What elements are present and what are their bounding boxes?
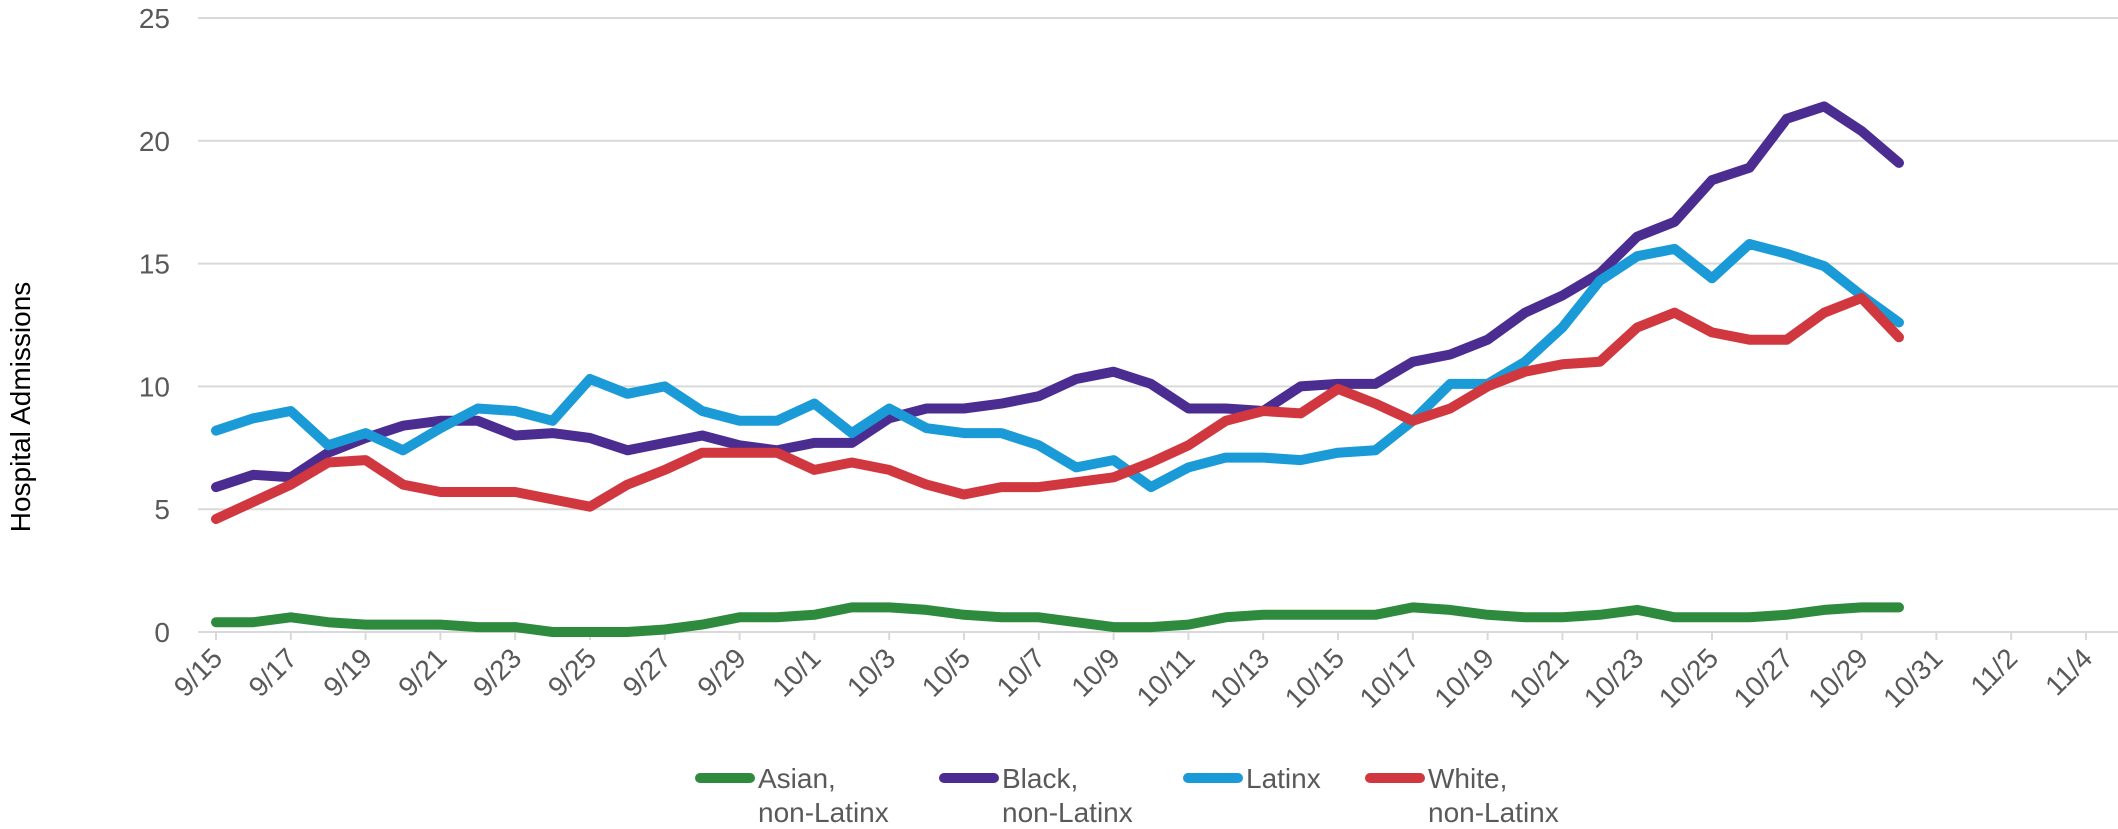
- x-tick-label: 10/7: [991, 642, 1051, 702]
- legend-label-black-non-latinx-line2: non-Latinx: [1002, 797, 1133, 828]
- x-tick-label: 9/25: [542, 642, 602, 702]
- y-axis-label: Hospital Admissions: [5, 282, 36, 533]
- x-tick-label: 9/23: [467, 642, 527, 702]
- y-axis-tick-labels: 0 5 10 15 20 25: [139, 3, 170, 648]
- x-tick-label: 10/23: [1578, 642, 1649, 713]
- x-tick-label: 11/2: [1964, 642, 2023, 701]
- legend-label-black-non-latinx: Black,: [1002, 763, 1078, 794]
- x-tick-label: 9/27: [617, 642, 677, 702]
- x-tick-label: 10/17: [1354, 642, 1425, 713]
- x-tick-label: 9/21: [392, 642, 452, 702]
- series-line-asian-non-latinx: [211, 602, 1904, 637]
- x-tick-label: 10/27: [1728, 642, 1799, 713]
- legend-label-asian-non-latinx-line2: non-Latinx: [758, 797, 889, 828]
- x-tick-label: 10/19: [1428, 642, 1499, 713]
- series-line-latinx: [211, 239, 1904, 493]
- x-tick-label: 10/13: [1204, 642, 1275, 713]
- x-axis-tick-labels: 9/15 9/17 9/19 9/21 9/23 9/25 9/27 9/29 10/1 10/3…: [168, 632, 2098, 714]
- x-tick-label: 10/9: [1065, 642, 1125, 702]
- series-line-black-non-latinx: [211, 101, 1904, 493]
- x-tick-label: 10/25: [1653, 642, 1724, 713]
- y-tick-label: 15: [139, 249, 170, 280]
- y-tick-label: 10: [139, 371, 170, 402]
- series-lines: [211, 101, 1904, 637]
- y-tick-label: 25: [139, 3, 170, 34]
- series-line-white-non-latinx: [211, 293, 1904, 524]
- x-tick-label: 9/15: [168, 642, 228, 702]
- x-tick-label: 10/31: [1877, 642, 1948, 713]
- y-tick-label: 20: [139, 126, 170, 157]
- x-tick-label: 10/21: [1503, 642, 1574, 713]
- legend-label-white-non-latinx: White,: [1428, 763, 1507, 794]
- x-tick-label: 10/1: [766, 642, 826, 702]
- x-tick-label: 10/5: [916, 642, 976, 702]
- x-tick-label: 10/11: [1131, 642, 1201, 712]
- legend-label-latinx: Latinx: [1246, 763, 1321, 794]
- x-tick-label: 10/3: [841, 642, 901, 702]
- y-tick-label: 5: [154, 494, 170, 525]
- y-tick-label: 0: [154, 617, 170, 648]
- x-tick-label: 11/4: [2039, 642, 2098, 701]
- x-tick-label: 9/29: [691, 642, 751, 702]
- x-tick-label: 9/17: [243, 642, 303, 702]
- x-tick-label: 10/15: [1279, 642, 1350, 713]
- legend-label-asian-non-latinx: Asian,: [758, 763, 836, 794]
- x-tick-label: 9/19: [317, 642, 377, 702]
- x-tick-label: 10/29: [1802, 642, 1873, 713]
- legend-label-white-non-latinx-line2: non-Latinx: [1428, 797, 1559, 828]
